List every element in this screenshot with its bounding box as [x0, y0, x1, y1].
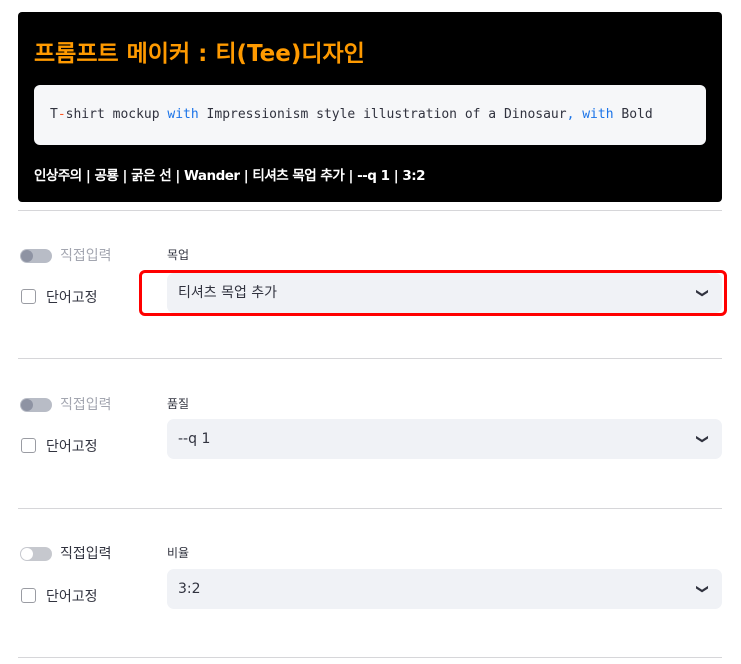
ratio-select[interactable]: 3:2 ❯: [167, 569, 722, 609]
page-title: 프롬프트 메이커 : 티(Tee)디자인: [34, 41, 365, 67]
toggle-knob: [21, 399, 33, 411]
divider: [18, 657, 722, 658]
prompt-text: -: [57, 107, 66, 122]
fix-word-checkbox[interactable]: [21, 289, 36, 304]
field-label: 품질: [167, 397, 190, 411]
toggle-knob: [21, 548, 33, 560]
prompt-text: Bold: [613, 107, 653, 122]
chevron-down-icon: ❯: [695, 583, 710, 595]
prompt-text: ,: [566, 107, 575, 122]
field-label: 목업: [167, 248, 190, 262]
field-label: 비율: [167, 546, 190, 560]
toggle-knob: [21, 250, 33, 262]
divider: [18, 358, 722, 359]
quality-select[interactable]: --q 1 ❯: [167, 419, 722, 459]
prompt-keyword: with: [582, 107, 614, 122]
prompt-text: Impressionism style illustration of a Di…: [198, 107, 567, 122]
prompt-text: T: [50, 107, 58, 122]
fix-word-label: 단어고정: [46, 290, 98, 306]
fix-word-checkbox[interactable]: [21, 438, 36, 453]
prompt-keyword: with: [167, 107, 199, 122]
select-value: --q 1: [178, 431, 211, 447]
fix-word-checkbox[interactable]: [21, 588, 36, 603]
prompt-code-block: T-shirt mockup with Impressionism style …: [34, 85, 706, 145]
divider: [18, 210, 722, 211]
highlight-box: [139, 270, 727, 316]
direct-input-label: 직접입력: [60, 546, 112, 562]
divider: [18, 508, 722, 509]
prompt-summary: 인상주의 | 공룡 | 굵은 선 | Wander | 티셔츠 목업 추가 | …: [34, 168, 426, 184]
direct-input-label: 직접입력: [60, 248, 112, 264]
direct-input-toggle[interactable]: [20, 398, 52, 412]
header-panel: 프롬프트 메이커 : 티(Tee)디자인 T-shirt mockup with…: [18, 12, 722, 202]
fix-word-label: 단어고정: [46, 439, 98, 455]
select-value: 3:2: [178, 581, 201, 597]
direct-input-label: 직접입력: [60, 397, 112, 413]
direct-input-toggle[interactable]: [20, 249, 52, 263]
chevron-down-icon: ❯: [695, 287, 710, 299]
mockup-select[interactable]: 티셔츠 목업 추가 ❯: [167, 273, 722, 313]
prompt-text: shirt mockup: [65, 107, 168, 122]
direct-input-toggle[interactable]: [20, 547, 52, 561]
chevron-down-icon: ❯: [695, 433, 710, 445]
select-value: 티셔츠 목업 추가: [178, 285, 278, 301]
fix-word-label: 단어고정: [46, 589, 98, 605]
